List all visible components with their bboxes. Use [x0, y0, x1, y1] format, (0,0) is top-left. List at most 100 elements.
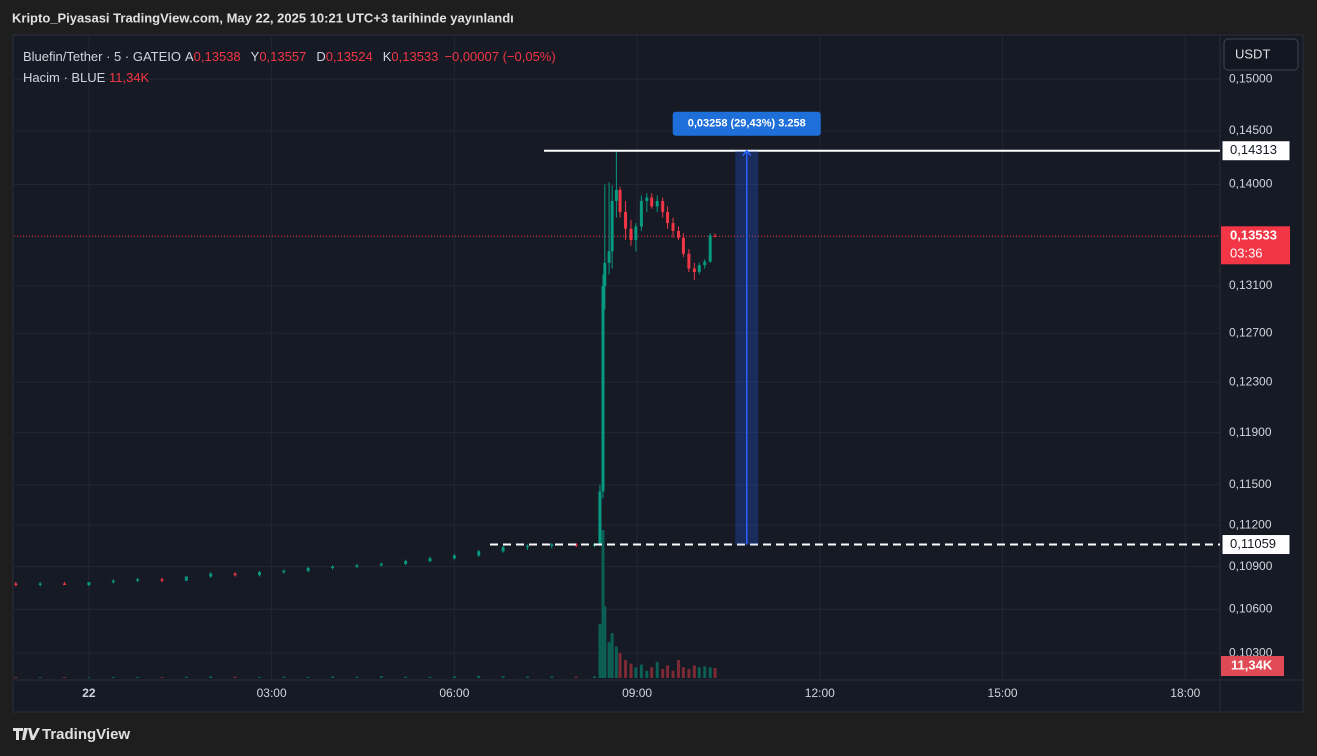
change: −0,00007 (−0,05%)	[444, 49, 556, 64]
candle-body	[209, 573, 213, 577]
volume-bar	[661, 669, 665, 678]
price-label: 0,11059	[1230, 536, 1276, 551]
x-tick-label: 22	[82, 686, 96, 700]
candle-body	[331, 566, 335, 569]
x-tick-label: 03:00	[257, 686, 287, 700]
ohlc-value: 0,13533	[391, 49, 439, 64]
volume-bar	[713, 667, 717, 678]
ohlc-value: 0,13524	[325, 49, 373, 64]
candle-body	[645, 197, 649, 201]
volume-bar	[634, 667, 638, 678]
volume-bar	[550, 676, 554, 678]
volume-bar	[428, 676, 432, 678]
candle-body	[671, 223, 675, 231]
candle-body	[713, 235, 717, 237]
y-tick-label: 0,12700	[1229, 325, 1273, 339]
x-tick-label: 06:00	[439, 686, 469, 700]
volume-bar	[355, 676, 359, 678]
candle-body	[525, 545, 529, 548]
countdown-label: 03:36	[1230, 246, 1263, 261]
volume-bar	[703, 666, 707, 678]
candle-body	[282, 570, 286, 573]
volume-bar	[209, 676, 213, 678]
measure-arrowhead	[742, 149, 752, 157]
y-tick-label: 0,11900	[1229, 425, 1272, 439]
candle-body	[111, 580, 115, 583]
volume-bar	[681, 667, 685, 678]
chart-frame	[12, 34, 1304, 713]
currency-label: USDT	[1235, 46, 1270, 61]
candle-body	[136, 579, 140, 581]
candle-body	[614, 189, 618, 201]
ohlc-name: A	[184, 49, 194, 64]
volume-bar	[666, 665, 670, 678]
volume-bar	[87, 677, 91, 678]
legend-row: Hacim · BLUE 11,34K	[23, 67, 562, 88]
volume-bar	[404, 676, 408, 678]
candle-body	[550, 544, 554, 546]
ohlc-name: K	[382, 49, 392, 64]
volume-bar	[601, 530, 605, 678]
volume-bar	[618, 652, 622, 678]
candle-body	[681, 237, 685, 254]
candle-body	[601, 285, 605, 492]
brand-logo	[13, 728, 40, 740]
currency-button[interactable]	[1223, 38, 1299, 71]
candle-body	[629, 228, 633, 241]
volume-bar	[525, 676, 529, 678]
volume-bar	[501, 676, 505, 678]
candle-body	[598, 491, 602, 545]
candle-body	[477, 551, 481, 556]
candle-body	[624, 212, 628, 229]
volume-bar	[607, 642, 611, 678]
price-label-box	[1221, 140, 1291, 162]
candle-body	[404, 561, 408, 564]
volume-bar	[639, 664, 643, 678]
candle-body	[87, 582, 91, 585]
y-tick-label: 0,12300	[1229, 374, 1273, 388]
measure-label: 0,03258 (29,43%) 3.258	[688, 118, 806, 130]
ohlc-name: D	[316, 49, 326, 64]
candle-body	[650, 197, 654, 207]
candle-body	[428, 558, 432, 562]
volume-bar	[624, 660, 628, 678]
volume-bar	[331, 676, 335, 678]
volume-bar	[282, 676, 286, 678]
candle-body	[355, 565, 359, 567]
volume-bar	[111, 676, 115, 678]
candle-body	[661, 200, 665, 213]
legend-row: Bluefin/Tether · 5 · GATEIO A0,13538 Y0,13…	[23, 46, 562, 67]
candle-body	[38, 583, 42, 585]
last-price-label: 0,13533	[1230, 228, 1277, 243]
y-tick-label: 0,11500	[1229, 477, 1272, 491]
volume-bar	[677, 660, 681, 678]
ohlc: A0,13538 Y0,13557 D0,13524 K0,13533	[181, 49, 444, 64]
volume-bar	[592, 676, 596, 678]
candle-body	[452, 555, 456, 559]
volume-bar	[697, 667, 701, 678]
volume-bar	[38, 677, 42, 678]
volume-bar	[671, 670, 675, 678]
candle-body	[233, 573, 237, 576]
legend: Bluefin/Tether · 5 · GATEIO A0,13538 Y0,13…	[23, 46, 562, 88]
volume-bar	[452, 676, 456, 678]
ohlc-value: 0,13538	[193, 49, 241, 64]
y-tick-label: 0,13100	[1229, 278, 1273, 292]
volume-bar	[184, 676, 188, 678]
volume-bar	[687, 669, 691, 678]
y-tick-label: 0,10900	[1229, 559, 1273, 573]
volume-bar	[574, 676, 578, 678]
measure-label-box	[672, 111, 821, 136]
volume-bar	[306, 676, 310, 678]
candle-body	[257, 572, 261, 576]
price-label-box	[1221, 534, 1291, 556]
volume-bar	[477, 675, 481, 678]
y-tick-label: 0,11200	[1229, 517, 1272, 531]
candle-body	[677, 230, 681, 238]
volume-label-box	[1221, 656, 1284, 676]
volume-bar	[650, 667, 654, 678]
candle-body	[63, 583, 67, 585]
volume-bar	[233, 676, 237, 678]
y-tick-label: 0,14000	[1229, 177, 1273, 191]
